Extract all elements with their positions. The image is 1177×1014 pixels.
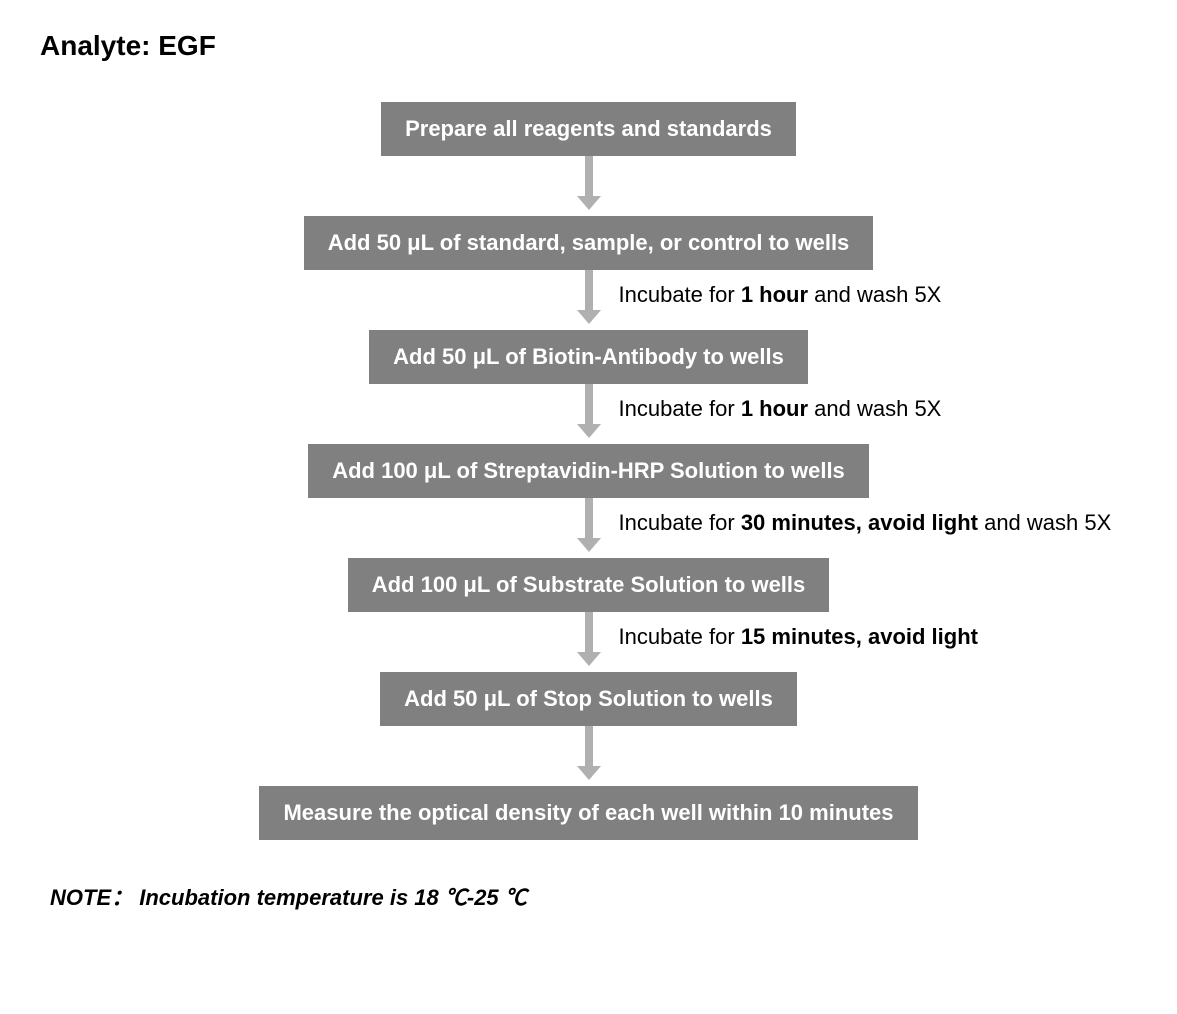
arrow-3 bbox=[585, 384, 593, 426]
annotation-bold-3: 1 hour bbox=[741, 396, 808, 421]
annotation-bold-4: 30 minutes, avoid light bbox=[741, 510, 978, 535]
note-text: NOTE： Incubation temperature is 18 ℃-25 … bbox=[50, 880, 1137, 912]
step-box-7: Measure the optical density of each well… bbox=[259, 786, 917, 840]
step-row-1: Prepare all reagents and standards bbox=[40, 102, 1137, 156]
arrow-container-5: Incubate for 15 minutes, avoid light bbox=[40, 612, 1137, 672]
arrow-container-2: Incubate for 1 hour and wash 5X bbox=[40, 270, 1137, 330]
step-row-3: Add 50 μL of Biotin-Antibody to wells bbox=[40, 330, 1137, 384]
annotation-suffix-3: and wash 5X bbox=[808, 396, 941, 421]
annotation-suffix-4: and wash 5X bbox=[978, 510, 1111, 535]
annotation-bold-2: 1 hour bbox=[741, 282, 808, 307]
step-box-6: Add 50 μL of Stop Solution to wells bbox=[380, 672, 797, 726]
arrow-2 bbox=[585, 270, 593, 312]
arrow-container-4: Incubate for 30 minutes, avoid light and… bbox=[40, 498, 1137, 558]
annotation-5: Incubate for 15 minutes, avoid light bbox=[619, 624, 978, 650]
step-box-5: Add 100 μL of Substrate Solution to well… bbox=[348, 558, 830, 612]
step-row-5: Add 100 μL of Substrate Solution to well… bbox=[40, 558, 1137, 612]
annotation-bold-5: 15 minutes, avoid light bbox=[741, 624, 978, 649]
annotation-4: Incubate for 30 minutes, avoid light and… bbox=[619, 510, 1112, 536]
arrow-container-3: Incubate for 1 hour and wash 5X bbox=[40, 384, 1137, 444]
step-box-1: Prepare all reagents and standards bbox=[381, 102, 796, 156]
annotation-2: Incubate for 1 hour and wash 5X bbox=[619, 282, 942, 308]
page-title: Analyte: EGF bbox=[40, 30, 1137, 62]
step-row-6: Add 50 μL of Stop Solution to wells bbox=[40, 672, 1137, 726]
annotation-prefix-5: Incubate for bbox=[619, 624, 741, 649]
note-label: NOTE： bbox=[50, 885, 133, 910]
step-row-7: Measure the optical density of each well… bbox=[40, 786, 1137, 840]
step-box-2: Add 50 μL of standard, sample, or contro… bbox=[304, 216, 874, 270]
step-box-3: Add 50 μL of Biotin-Antibody to wells bbox=[369, 330, 808, 384]
step-box-4: Add 100 μL of Streptavidin-HRP Solution … bbox=[308, 444, 869, 498]
arrow-5 bbox=[585, 612, 593, 654]
flowchart-container: Prepare all reagents and standards Add 5… bbox=[40, 102, 1137, 840]
annotation-prefix-2: Incubate for bbox=[619, 282, 741, 307]
annotation-prefix-3: Incubate for bbox=[619, 396, 741, 421]
annotation-suffix-2: and wash 5X bbox=[808, 282, 941, 307]
arrow-4 bbox=[585, 498, 593, 540]
annotation-3: Incubate for 1 hour and wash 5X bbox=[619, 396, 942, 422]
note-body: Incubation temperature is 18 ℃-25 ℃ bbox=[133, 885, 527, 910]
step-row-2: Add 50 μL of standard, sample, or contro… bbox=[40, 216, 1137, 270]
arrow-container-1 bbox=[40, 156, 1137, 216]
annotation-prefix-4: Incubate for bbox=[619, 510, 741, 535]
arrow-1 bbox=[585, 156, 593, 198]
arrow-6 bbox=[585, 726, 593, 768]
arrow-container-6 bbox=[40, 726, 1137, 786]
step-row-4: Add 100 μL of Streptavidin-HRP Solution … bbox=[40, 444, 1137, 498]
